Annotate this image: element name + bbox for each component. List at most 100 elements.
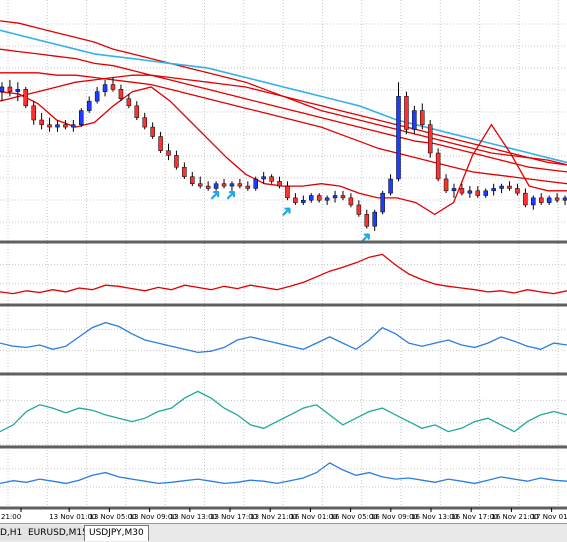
candle-bearish (554, 197, 560, 201)
candle-bearish (285, 185, 290, 199)
candle-bearish (364, 214, 370, 227)
candle-bullish (491, 188, 496, 192)
candle-bearish (459, 188, 465, 194)
moving-average-line (0, 74, 567, 166)
indicator-line (0, 390, 567, 433)
candle-bullish (71, 124, 76, 128)
candle-bullish (102, 84, 108, 92)
candle-bearish (269, 176, 274, 182)
time-axis-label: 13 Nov 21:00 (250, 513, 297, 521)
candle-bearish (166, 150, 171, 156)
candle-bearish (507, 185, 512, 189)
candle-bullish (531, 197, 536, 206)
candle-bullish (562, 197, 567, 201)
time-axis-label: 16 Nov 05:00 (331, 513, 378, 521)
candle-bearish (443, 178, 449, 192)
time-axis-label: 16 Nov 21:00 (491, 513, 538, 521)
candle-bullish (309, 195, 314, 201)
time-axis-label: 13 Nov 01:00 (49, 513, 96, 521)
panel-separator[interactable] (0, 240, 567, 244)
candle-bearish (63, 124, 68, 128)
candle-bullish (372, 211, 377, 227)
candle-bearish (237, 183, 243, 187)
panel-separator[interactable] (0, 372, 567, 376)
candle-bearish (205, 185, 211, 189)
panel-separator[interactable] (0, 303, 567, 307)
buy-arrow-icon (210, 191, 220, 200)
panel-separators[interactable] (0, 240, 567, 510)
tab-eurusd-m15[interactable]: EURUSD,M15 (24, 526, 93, 540)
candle-bullish (412, 110, 417, 130)
indicator-line (0, 253, 567, 295)
indicator-line (0, 462, 567, 485)
signal-arrows (210, 191, 370, 242)
candle-bullish (396, 96, 401, 180)
panel-separator[interactable] (0, 506, 567, 510)
candle-bearish (7, 86, 13, 92)
candle-bearish (348, 197, 354, 206)
candle-bearish (47, 124, 52, 128)
candlesticks (0, 77, 567, 231)
candle-bullish (499, 185, 504, 189)
candle-bullish (301, 199, 306, 203)
time-axis-label: 21:00 (1, 513, 21, 521)
candle-bullish (388, 178, 393, 194)
candle-bullish (79, 110, 84, 125)
moving-average-line (0, 29, 567, 164)
candle-bearish (23, 89, 29, 107)
candle-bearish (150, 126, 155, 137)
candle-bearish (277, 181, 282, 187)
candle-bullish (483, 190, 488, 196)
time-axis-label: 13 Nov 09:00 (130, 513, 177, 521)
candle-bearish (427, 124, 433, 154)
candle-bullish (55, 124, 60, 128)
candle-bullish (213, 183, 219, 189)
candle-bullish (546, 197, 552, 203)
candle-bullish (253, 178, 258, 189)
tab-usdjpy-m30[interactable]: USDJPY,M30 (84, 525, 149, 541)
indicator-line (0, 321, 567, 354)
candle-bearish (515, 188, 520, 194)
time-axis-label: 13 Nov 05:00 (89, 513, 136, 521)
buy-arrow-icon (226, 191, 236, 200)
candle-bullish (0, 86, 5, 92)
moving-averages (0, 20, 567, 216)
candle-bearish (182, 166, 187, 177)
time-axis-label: 13 Nov 17:00 (210, 513, 257, 521)
chart-tab-bar: D,H1 EURUSD,M15 USDJPY,M30 (0, 523, 567, 542)
candle-bearish (420, 110, 425, 125)
time-axis-label: 16 Nov 13:00 (411, 513, 458, 521)
candle-bearish (293, 197, 298, 203)
candle-bearish (221, 183, 227, 187)
candle-bearish (118, 89, 124, 100)
candle-bullish (451, 188, 457, 192)
candle-bearish (538, 197, 544, 203)
candle-bearish (475, 190, 481, 196)
indicator-panels (0, 253, 567, 485)
candle-bearish (142, 117, 147, 128)
candle-bearish (316, 195, 322, 201)
buy-arrow-icon (282, 207, 291, 216)
candle-bearish (245, 185, 251, 189)
candle-bullish (94, 91, 100, 102)
candle-bearish (110, 84, 116, 90)
chart-grid (0, 0, 567, 508)
moving-average-line (0, 72, 567, 185)
time-axis-label: 16 Nov 01:00 (290, 513, 337, 521)
time-axis-label: 13 Nov 13:00 (170, 513, 217, 521)
moving-average-line (0, 48, 567, 173)
candle-bullish (380, 192, 385, 213)
candle-bullish (261, 176, 266, 180)
candle-bearish (39, 119, 44, 125)
candle-bullish (467, 190, 473, 194)
candle-bearish (340, 195, 346, 199)
candle-bearish (134, 105, 140, 118)
candle-bullish (86, 100, 92, 111)
candle-bearish (523, 192, 528, 206)
panel-separator[interactable] (0, 445, 567, 449)
candle-bearish (356, 204, 362, 215)
candle-bearish (435, 152, 441, 180)
